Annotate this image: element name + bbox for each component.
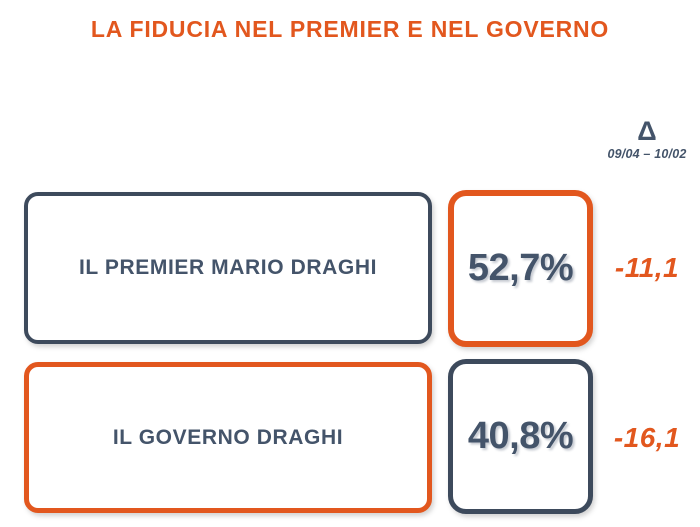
page-title: LA FIDUCIA NEL PREMIER E NEL GOVERNO — [90, 16, 610, 42]
governo-value-box: 40,8% — [448, 359, 593, 514]
premier-value: 52,7% — [467, 247, 574, 289]
premier-label-box: IL PREMIER MARIO DRAGHI — [24, 192, 432, 344]
governo-label: IL GOVERNO DRAGHI — [112, 425, 344, 449]
governo-label-box: IL GOVERNO DRAGHI — [24, 362, 432, 513]
governo-delta-value: -16,1 — [613, 422, 681, 453]
delta-column-header: Δ 09/04 – 10/02 — [598, 116, 696, 162]
delta-icon: Δ — [637, 116, 657, 146]
governo-value: 40,8% — [467, 415, 574, 457]
premier-value-box: 52,7% — [448, 190, 593, 347]
delta-period-label: 09/04 – 10/02 — [607, 147, 687, 161]
premier-label: IL PREMIER MARIO DRAGHI — [78, 256, 378, 279]
premier-delta-value: -11,1 — [614, 252, 680, 283]
